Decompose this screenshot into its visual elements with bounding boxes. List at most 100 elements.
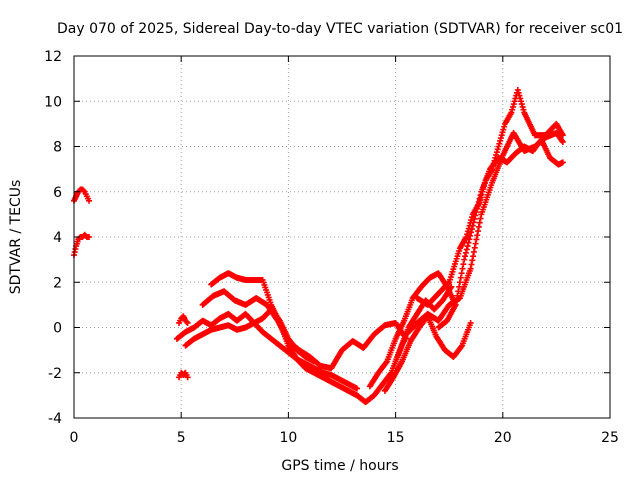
data-point — [474, 202, 481, 209]
data-point — [493, 149, 500, 156]
y-tick-label: -2 — [48, 366, 62, 382]
data-point — [499, 129, 506, 136]
data-point — [468, 229, 475, 236]
x-axis-label: GPS time / hours — [281, 458, 398, 474]
data-point — [519, 103, 526, 110]
y-tick-label: 2 — [53, 275, 62, 291]
data-point — [497, 137, 504, 144]
data-point — [86, 197, 93, 204]
y-tick-label: 4 — [53, 230, 62, 246]
data-point — [458, 270, 465, 277]
y-tick-label: 10 — [44, 94, 62, 110]
axis-ticks: 0 5 10 15 20 25 -4 -2 0 2 4 6 8 10 12 — [44, 49, 619, 446]
data-point — [463, 246, 470, 253]
series-track-h — [182, 319, 361, 392]
data-point — [520, 106, 527, 113]
data-point — [473, 209, 480, 216]
data-point — [501, 123, 508, 130]
data-point — [494, 146, 501, 153]
data-point — [468, 261, 475, 268]
data-point — [464, 243, 471, 250]
data-marks — [71, 86, 566, 406]
data-point — [464, 228, 471, 235]
x-tick-label: 0 — [70, 430, 79, 446]
series-track-b — [71, 231, 93, 259]
data-point — [509, 103, 516, 110]
data-point — [474, 205, 481, 212]
y-axis-label: SDTVAR / TECUs — [8, 180, 24, 295]
x-tick-label: 10 — [279, 430, 297, 446]
data-point — [559, 137, 566, 144]
x-tick-label: 20 — [494, 430, 512, 446]
data-point — [462, 253, 469, 260]
data-point — [80, 187, 87, 194]
data-point — [508, 109, 515, 116]
data-point — [515, 89, 522, 96]
data-point — [470, 219, 477, 226]
data-point — [86, 234, 93, 240]
data-point — [183, 318, 190, 325]
data-point — [452, 301, 459, 308]
data-point — [476, 219, 483, 226]
y-tick-label: 12 — [44, 49, 62, 65]
data-point — [475, 228, 482, 235]
data-point — [467, 265, 474, 272]
data-point — [518, 101, 525, 108]
data-point — [184, 374, 191, 381]
data-point — [460, 261, 467, 268]
data-point — [509, 106, 516, 113]
y-tick-label: -4 — [48, 411, 62, 427]
y-tick-label: 0 — [53, 321, 62, 337]
data-point — [511, 98, 518, 105]
grid — [74, 56, 610, 418]
data-point — [184, 319, 191, 326]
data-point — [456, 283, 463, 290]
data-point — [559, 159, 566, 166]
data-point — [495, 143, 502, 150]
data-point — [383, 359, 390, 366]
data-point — [477, 192, 484, 199]
series-track-c — [176, 369, 191, 381]
data-point — [458, 343, 465, 350]
data-point — [466, 236, 473, 243]
data-point — [516, 92, 523, 99]
x-tick-label: 5 — [177, 430, 186, 446]
data-point — [476, 195, 483, 202]
data-point — [510, 101, 517, 108]
data-point — [461, 256, 468, 263]
y-tick-label: 8 — [53, 140, 62, 156]
data-point — [453, 297, 460, 304]
data-point — [474, 232, 481, 239]
data-point — [468, 226, 475, 233]
data-point — [500, 126, 507, 133]
data-point — [473, 236, 480, 243]
data-point — [465, 239, 472, 246]
data-point — [467, 232, 474, 239]
data-point — [472, 212, 479, 219]
data-point — [471, 215, 478, 222]
data-point — [454, 292, 461, 299]
data-point — [470, 248, 477, 255]
data-point — [463, 234, 470, 240]
data-point — [514, 86, 521, 93]
data-point — [456, 279, 463, 286]
x-tick-label: 15 — [387, 430, 405, 446]
chart-title: Day 070 of 2025, Sidereal Day-to-day VTE… — [57, 21, 623, 37]
data-point — [497, 135, 504, 142]
data-point — [464, 231, 471, 238]
data-point — [470, 253, 477, 260]
x-tick-label: 25 — [601, 430, 619, 446]
data-point — [445, 280, 452, 287]
data-point — [517, 95, 524, 102]
data-point — [496, 140, 503, 147]
data-point — [477, 215, 484, 222]
data-point — [475, 198, 482, 205]
data-point — [469, 257, 476, 264]
data-point — [498, 132, 505, 139]
data-point — [459, 265, 466, 272]
data-point — [457, 274, 464, 281]
data-point — [559, 138, 566, 145]
series-track-d — [176, 313, 191, 326]
data-point — [472, 240, 479, 247]
